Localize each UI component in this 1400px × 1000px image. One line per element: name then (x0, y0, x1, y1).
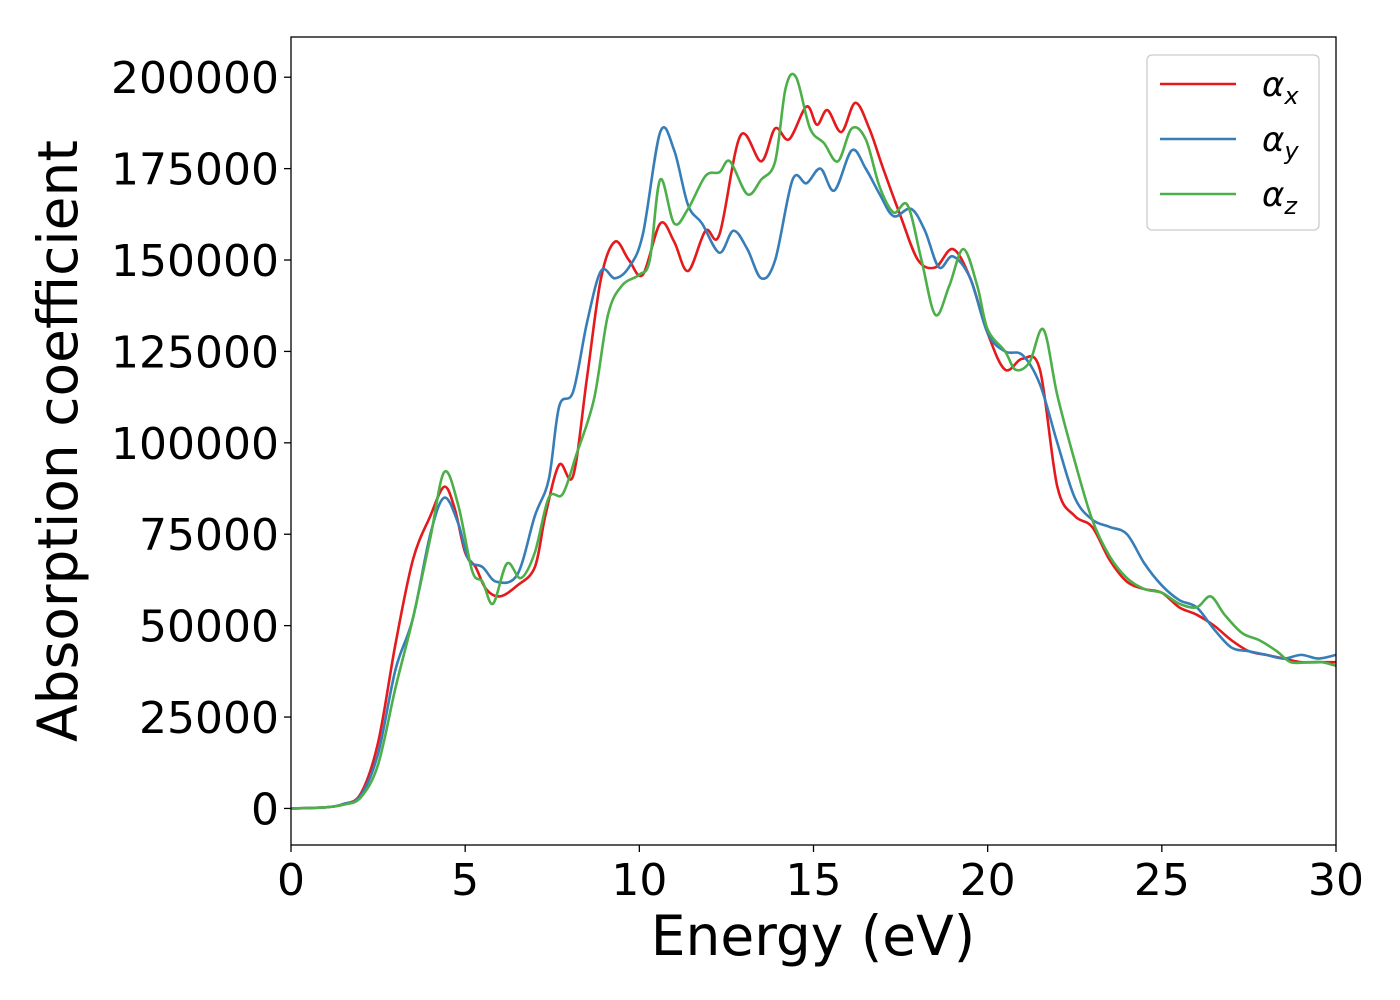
y-tick-label: 200000 (111, 53, 279, 104)
legend-label-y: αy (1262, 120, 1299, 165)
y-tick-label: 175000 (111, 145, 279, 196)
x-tick-label: 15 (786, 855, 842, 906)
series-line-y (290, 125, 1337, 810)
y-tick-label: 75000 (139, 510, 279, 561)
legend-label-x: αx (1262, 65, 1299, 110)
x-axis: 0 5 10 15 20 25 30 (277, 845, 1364, 906)
series-line-z (290, 72, 1337, 810)
x-tick-label: 30 (1308, 855, 1364, 906)
y-axis-label: Absorption coefficient (26, 140, 90, 742)
x-tick-label: 0 (277, 855, 305, 906)
x-tick-label: 20 (960, 855, 1016, 906)
legend-box (1146, 54, 1320, 231)
x-tick-label: 10 (611, 855, 667, 906)
y-tick-label: 125000 (111, 327, 279, 378)
y-tick-label: 0 (251, 784, 279, 835)
y-tick-label: 50000 (139, 602, 279, 653)
x-axis-label: Energy (eV) (651, 904, 975, 968)
y-tick-label: 25000 (139, 693, 279, 744)
legend-label-z: αz (1262, 175, 1298, 220)
legend: αx αy αz (1146, 54, 1320, 231)
series-layer (290, 72, 1337, 810)
x-tick-label: 5 (451, 855, 479, 906)
x-tick-label: 25 (1134, 855, 1190, 906)
y-tick-label: 150000 (111, 236, 279, 287)
y-tick-label: 100000 (111, 419, 279, 470)
y-axis: 0 25000 50000 75000 100000 125000 150000 175000… (111, 53, 291, 835)
